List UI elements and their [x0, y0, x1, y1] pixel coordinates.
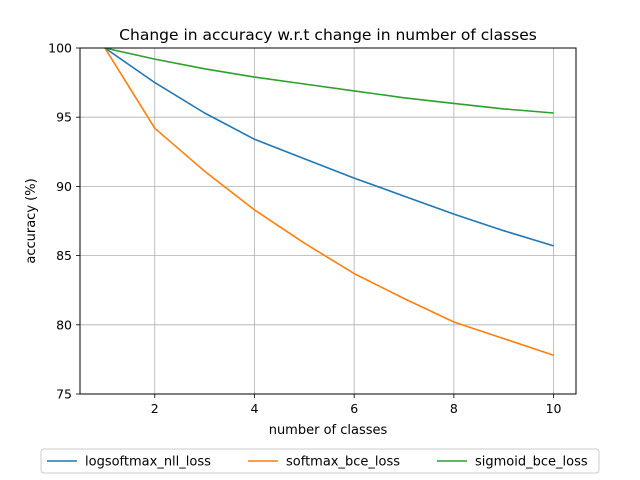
plot-frame	[79, 47, 577, 395]
legend-label: softmax_bce_loss	[286, 455, 400, 470]
y-tick-label: 90	[56, 179, 72, 194]
x-axis-label: number of classes	[269, 423, 388, 438]
y-tick-label: 85	[56, 248, 72, 263]
ticks: 2 4 6 8 10 75 80 85 90 95 100	[48, 41, 561, 417]
legend-label: sigmoid_bce_loss	[475, 455, 588, 470]
x-tick-label: 8	[450, 401, 458, 416]
legend: logsoftmax_nll_loss softmax_bce_loss sigmo…	[40, 448, 600, 474]
series-line-softmax-bce-loss	[104, 47, 554, 356]
x-tick-label: 4	[250, 401, 258, 416]
series-line-sigmoid-bce-loss	[104, 47, 554, 114]
y-tick-label: 75	[56, 387, 72, 402]
legend-label: logsoftmax_nll_loss	[85, 455, 211, 470]
series-lines	[104, 47, 554, 356]
y-tick-label: 95	[56, 110, 72, 125]
y-axis-label: accuracy (%)	[24, 178, 39, 263]
x-tick-label: 10	[546, 401, 562, 416]
series-line-logsoftmax-nll-loss	[104, 47, 554, 247]
x-tick-label: 6	[350, 401, 358, 416]
legend-box	[40, 448, 600, 474]
y-tick-label: 80	[56, 317, 72, 332]
x-tick-label: 2	[151, 401, 159, 416]
chart-title: Change in accuracy w.r.t change in numbe…	[119, 26, 537, 44]
y-tick-label: 100	[48, 41, 72, 56]
